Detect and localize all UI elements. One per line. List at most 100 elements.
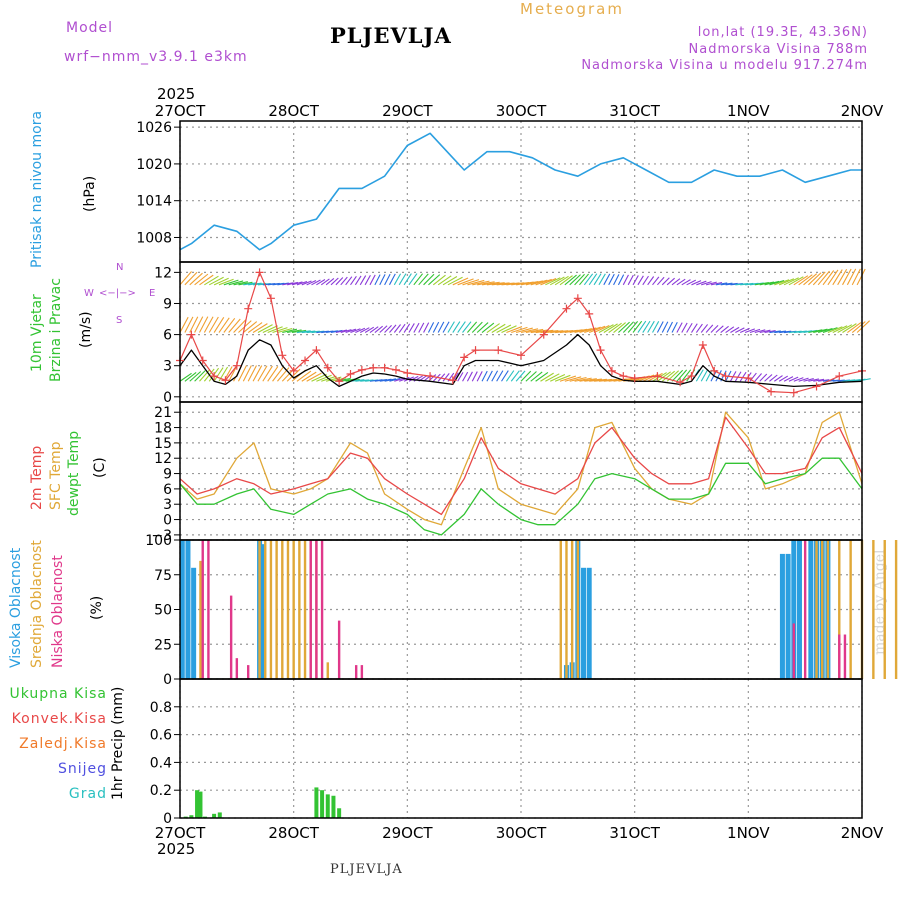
wind-gust-marker <box>198 356 207 365</box>
wind-arrow <box>432 321 440 333</box>
wind-arrow <box>364 326 375 333</box>
wind-arrow <box>774 330 787 334</box>
wind-arrow <box>818 327 833 334</box>
precip-bar <box>337 808 342 818</box>
wind-arrow <box>301 280 312 286</box>
wind-gust-marker <box>426 372 435 381</box>
wind-arrow <box>199 369 211 382</box>
cloud-high-bar <box>179 540 185 679</box>
wind-arrow <box>774 279 790 286</box>
wind-arrow <box>452 277 469 286</box>
wind-arrow <box>374 325 384 333</box>
wind-arrow <box>257 365 268 382</box>
wind-arrow <box>296 370 312 382</box>
wind-arrow <box>759 373 768 382</box>
wind-arrow <box>184 371 197 382</box>
wind-arrow <box>725 326 735 333</box>
wind-arrow <box>282 282 294 286</box>
wind-arrow <box>715 282 728 286</box>
y-tick-label: 0 <box>163 811 172 827</box>
wind-arrow <box>511 326 528 334</box>
wind-arrow <box>199 274 214 286</box>
y-tick-label: 1008 <box>136 230 172 246</box>
wind-arrow <box>803 378 814 382</box>
compass-north: N <box>116 262 124 273</box>
wind-arrow <box>525 328 544 334</box>
wind-gust-marker <box>255 268 264 277</box>
wind-arrow <box>530 371 543 382</box>
wind-arrow <box>535 372 549 382</box>
wind-gust-marker <box>573 294 582 303</box>
wind-gust-marker <box>767 387 776 396</box>
elevation-info: Nadmorska Visina 788m <box>688 42 868 57</box>
y-tick-label: 50 <box>154 603 172 619</box>
wind-arrow <box>588 273 598 286</box>
wind-arrow <box>705 281 717 286</box>
wind-arrow <box>671 278 681 286</box>
wind-arrow <box>272 327 288 334</box>
wind-gust-marker <box>210 372 219 381</box>
wind-arrow <box>408 273 418 286</box>
x-tick-label-top: 30OCT <box>496 102 547 120</box>
wind-arrow <box>754 373 762 382</box>
wind-arrow <box>647 372 663 382</box>
wind-arrow <box>272 366 284 382</box>
wind-arrow <box>525 280 543 286</box>
wind-arrow <box>408 323 415 333</box>
cloud-high-bar <box>791 540 797 679</box>
wind-arrow <box>335 329 348 334</box>
wind-arrow <box>798 274 813 286</box>
wind-arrow <box>545 373 560 382</box>
wind-arrow <box>530 279 548 286</box>
wind-arrow <box>306 280 317 286</box>
x-tick-label-top: 1NOV <box>727 102 770 120</box>
cloud-mid-bar <box>199 560 202 679</box>
cloud-high-bar <box>586 567 592 679</box>
wind-arrow <box>218 278 234 286</box>
wind-arrow <box>627 321 639 333</box>
x-tick-label-bottom: 2NOV <box>841 824 884 842</box>
wind-arrow <box>277 367 290 382</box>
wind-arrow <box>579 273 589 286</box>
wind-arrow <box>393 273 402 286</box>
y-tick-label: 18 <box>154 421 172 437</box>
wind-arrow <box>642 275 649 286</box>
cloud-mid-bar <box>258 540 261 679</box>
precip-snow-label: Snijeg <box>57 761 107 777</box>
wind-arrow <box>311 373 327 382</box>
wind-arrow <box>530 329 549 334</box>
wind-arrow <box>769 280 785 286</box>
wind-arrow <box>632 275 639 286</box>
wind-arrow <box>325 278 335 286</box>
wind-arrow <box>442 321 450 333</box>
wind-arrow <box>432 274 446 286</box>
wind-arrow <box>486 370 493 382</box>
wind-arrow <box>691 323 698 333</box>
y-tick-label: 21 <box>154 405 172 421</box>
y-tick-label: 9 <box>163 296 172 312</box>
wind-arrow <box>715 370 722 382</box>
wind-arrow <box>243 282 258 286</box>
wind-arrow <box>359 327 370 334</box>
wind-arrow <box>233 319 247 333</box>
wind-arrow <box>569 274 581 286</box>
wind-arrow <box>661 321 669 333</box>
wind-arrow <box>579 378 597 382</box>
wind-gust-marker <box>607 366 616 375</box>
wind-arrow <box>725 282 738 286</box>
wind-gust-marker <box>630 374 639 383</box>
wind-arrow <box>842 323 857 333</box>
precip-frz-label: Zaledj.Kisa <box>19 736 107 752</box>
wind-arrow <box>822 270 835 286</box>
wind-arrow <box>583 273 594 286</box>
wind-arrow <box>189 272 203 286</box>
x-tick-label-bottom: 28OCT <box>268 824 319 842</box>
wind-arrow <box>340 378 356 382</box>
wind-arrow <box>666 277 675 286</box>
wind-arrow <box>413 273 424 286</box>
wind-arrow <box>316 279 326 286</box>
y-tick-label: 100 <box>145 533 172 549</box>
wind-arrow <box>316 374 332 382</box>
wind-arrow <box>520 328 539 334</box>
